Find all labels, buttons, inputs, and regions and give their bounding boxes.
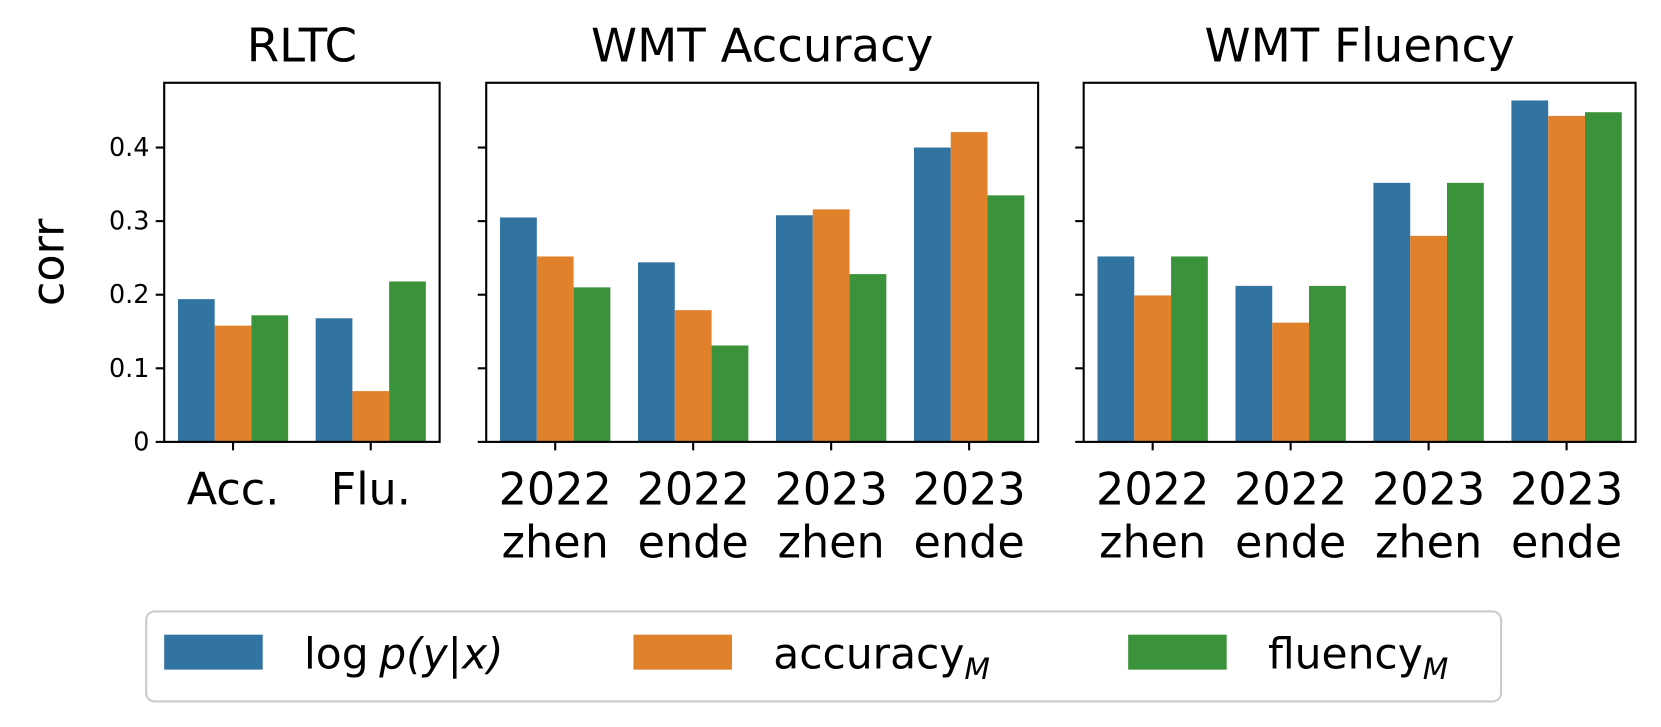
- bar: [1410, 235, 1448, 442]
- x-tick-label: zhen: [1375, 517, 1482, 568]
- x-tick-label: ende: [638, 517, 749, 568]
- bar: [536, 256, 574, 442]
- x-tick-label: zhen: [502, 517, 609, 568]
- bar: [1511, 100, 1549, 442]
- y-tick-label: 0.3: [109, 206, 149, 236]
- x-tick-label: Flu.: [331, 464, 411, 515]
- y-axis-label: corr: [24, 218, 75, 306]
- bar: [775, 215, 813, 442]
- x-tick-label: 2022: [637, 464, 750, 515]
- legend-label: fluencyM: [1268, 630, 1448, 687]
- bar: [315, 318, 353, 442]
- bar: [573, 287, 611, 442]
- legend-subscript: M: [1423, 651, 1449, 686]
- x-tick-label: 2023: [913, 464, 1026, 515]
- bar: [1548, 115, 1585, 442]
- x-tick-label: 2023: [1372, 464, 1485, 515]
- bar: [214, 325, 252, 442]
- legend-swatch: [164, 634, 263, 670]
- bar: [812, 209, 850, 442]
- bar: [849, 274, 887, 442]
- legend-name: log: [304, 630, 369, 679]
- legend-label: log p(y|x): [304, 630, 504, 679]
- x-tick-label: zhen: [1099, 517, 1206, 568]
- legend-name: accuracy: [773, 630, 964, 679]
- bar: [1171, 256, 1208, 442]
- x-tick-label: ende: [914, 517, 1025, 568]
- bar: [987, 195, 1025, 442]
- legend-box: [145, 610, 1503, 703]
- legend-name: fluency: [1268, 630, 1423, 679]
- y-tick-label: 0.2: [109, 279, 149, 309]
- bar: [177, 299, 215, 442]
- bar: [950, 132, 988, 442]
- y-tick-label: 0.4: [109, 132, 149, 162]
- bar: [1447, 182, 1484, 442]
- bar: [389, 281, 426, 442]
- bar: [674, 310, 712, 442]
- legend-subscript: M: [964, 651, 990, 686]
- bar: [1309, 285, 1346, 442]
- x-tick-label: 2023: [1510, 464, 1623, 515]
- y-tick-label: 0.1: [109, 353, 149, 383]
- legend-swatch: [1128, 634, 1227, 670]
- bar: [500, 217, 537, 442]
- bar: [1272, 322, 1310, 442]
- bar: [251, 315, 289, 442]
- bar: [1134, 295, 1172, 442]
- bar: [637, 262, 675, 442]
- x-tick-label: ende: [1235, 517, 1346, 568]
- plot-frame: [485, 81, 1040, 443]
- panel-title: WMT Accuracy: [591, 19, 933, 73]
- plot-frame: [163, 81, 441, 443]
- panel-title: WMT Fluency: [1205, 19, 1515, 73]
- y-tick-label: 0: [133, 426, 149, 456]
- bar: [711, 345, 749, 442]
- bar: [352, 391, 390, 442]
- bar: [1235, 285, 1273, 442]
- x-tick-label: 2022: [499, 464, 612, 515]
- bar: [1584, 112, 1622, 442]
- bar: [913, 147, 951, 442]
- x-tick-label: 2022: [1096, 464, 1209, 515]
- legend-label: accuracyM: [773, 630, 990, 687]
- bar: [1373, 182, 1411, 442]
- x-tick-label: 2022: [1234, 464, 1347, 515]
- legend-swatch: [633, 634, 732, 670]
- legend-math: p(y|x): [378, 630, 503, 679]
- x-tick-label: zhen: [778, 517, 885, 568]
- x-tick-label: Acc.: [187, 464, 280, 515]
- x-tick-label: 2023: [775, 464, 888, 515]
- bar: [1097, 256, 1135, 442]
- plot-frame: [1082, 81, 1637, 443]
- panel-title: RLTC: [247, 19, 357, 73]
- x-tick-label: ende: [1511, 517, 1622, 568]
